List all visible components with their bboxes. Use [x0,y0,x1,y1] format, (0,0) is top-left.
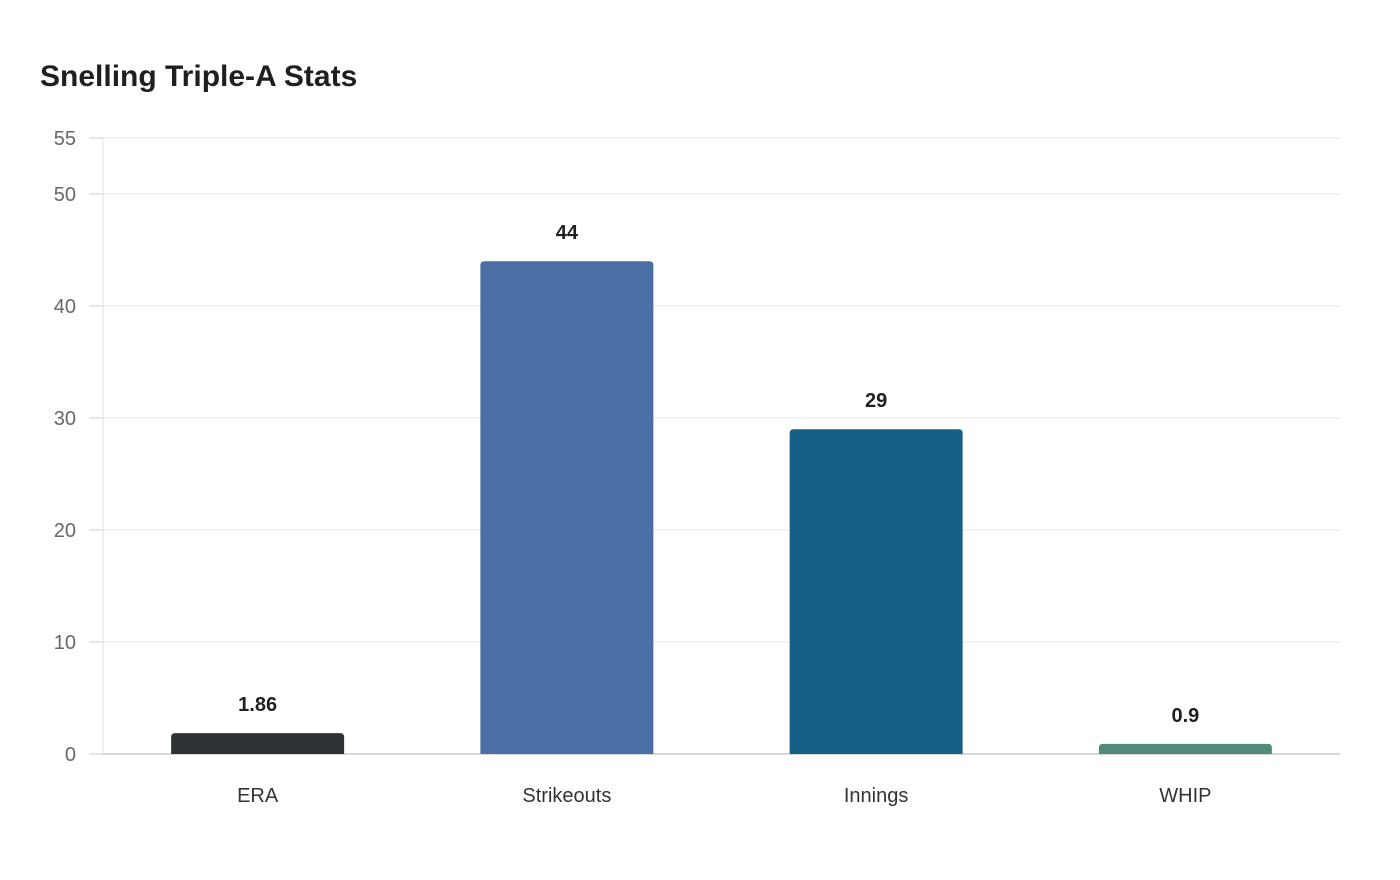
bar-strikeouts [480,261,654,754]
data-label-strikeouts: 44 [556,222,579,244]
axes [90,137,1340,755]
y-tick-label-50: 50 [54,184,76,206]
y-tick-label-55: 55 [54,128,76,150]
y-tick-label-20: 20 [54,520,76,542]
chart-title: Snelling Triple-A Stats [40,60,358,93]
y-tick-label-10: 10 [54,632,76,654]
bars [171,261,1272,754]
data-label-innings: 29 [865,390,887,412]
bar-innings [789,429,963,754]
gridlines [103,137,1340,643]
y-tick-label-0: 0 [65,744,76,766]
x-tick-label-era: ERA [237,785,279,807]
data-label-era: 1.86 [238,694,277,716]
x-tick-label-strikeouts: Strikeouts [522,785,611,807]
x-tick-label-whip: WHIP [1159,785,1211,807]
data-label-whip: 0.9 [1171,705,1199,727]
y-tick-label-30: 30 [54,408,76,430]
y-tick-label-40: 40 [54,296,76,318]
x-tick-label-innings: Innings [844,785,909,807]
labels: 0 10 20 30 40 50 55 1.86 ERA 44 Strikeouts 29 Inning… [54,128,1212,807]
bar-whip [1098,743,1272,754]
bar-era [171,733,345,754]
